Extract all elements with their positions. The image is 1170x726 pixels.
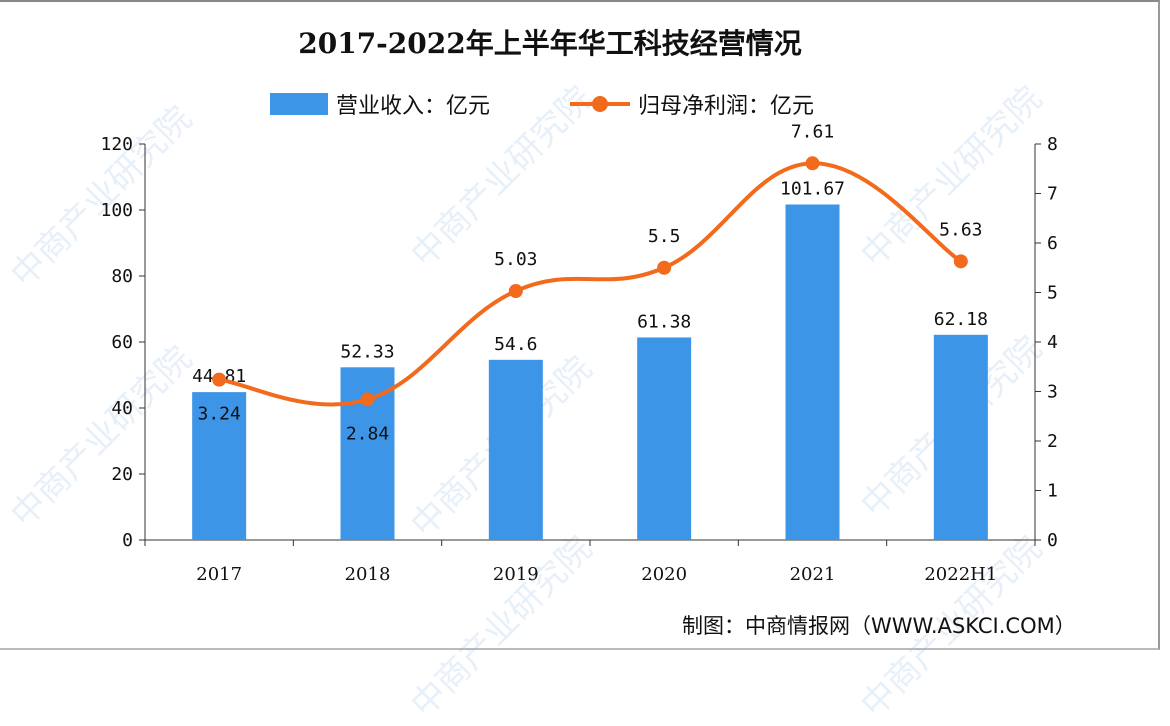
profit-point xyxy=(805,156,820,171)
profit-data-label: 2.84 xyxy=(346,423,389,444)
profit-line xyxy=(218,161,962,407)
x-tick-label: 2022H1 xyxy=(924,564,997,585)
left-tick-label: 100 xyxy=(100,200,133,221)
x-tick-label: 2021 xyxy=(790,564,836,585)
left-tick-label: 20 xyxy=(111,464,133,485)
right-tick-label: 1 xyxy=(1047,481,1058,502)
revenue-data-label: 101.67 xyxy=(780,178,845,199)
x-tick-label: 2020 xyxy=(641,564,687,585)
revenue-data-label: 61.38 xyxy=(637,311,691,332)
legend-bar-swatch xyxy=(270,93,328,115)
profit-data-label: 5.03 xyxy=(494,249,537,270)
right-tick-label: 3 xyxy=(1047,382,1058,403)
profit-point xyxy=(953,254,968,269)
x-tick-label: 2018 xyxy=(345,564,391,585)
chart-frame xyxy=(0,0,1160,650)
revenue-bar xyxy=(637,337,692,540)
right-tick-label: 0 xyxy=(1047,530,1058,551)
right-tick-label: 7 xyxy=(1047,184,1058,205)
x-tick-label: 2017 xyxy=(196,564,242,585)
left-tick-label: 40 xyxy=(111,398,133,419)
right-tick-label: 5 xyxy=(1047,283,1058,304)
left-tick-label: 80 xyxy=(111,266,133,287)
revenue-bar xyxy=(933,334,988,540)
right-tick-label: 4 xyxy=(1047,332,1058,353)
legend-bar-label: 营业收入：亿元 xyxy=(336,94,491,119)
legend-line-swatch xyxy=(570,96,631,112)
revenue-bar xyxy=(785,204,840,540)
profit-point xyxy=(508,284,523,299)
revenue-data-label: 52.33 xyxy=(340,341,394,362)
legend-line-label: 归母净利润：亿元 xyxy=(638,94,815,119)
profit-data-label: 5.5 xyxy=(648,226,681,247)
legend: 营业收入：亿元 归母净利润：亿元 xyxy=(270,88,814,120)
left-tick-label: 0 xyxy=(122,530,133,551)
right-tick-label: 6 xyxy=(1047,233,1058,254)
revenue-data-label: 54.6 xyxy=(494,334,537,355)
profit-point xyxy=(360,392,375,407)
profit-data-label: 5.63 xyxy=(939,219,982,240)
profit-point xyxy=(212,372,227,387)
revenue-data-label: 62.18 xyxy=(934,309,988,330)
chart-title: 2017-2022年上半年华工科技经营情况 xyxy=(298,27,802,60)
left-tick-label: 120 xyxy=(100,134,133,155)
right-tick-label: 8 xyxy=(1047,134,1058,155)
profit-data-label: 7.61 xyxy=(791,121,834,142)
profit-point xyxy=(657,260,672,275)
revenue-bar xyxy=(488,359,543,540)
combo-chart: 0 20 40 60 80 100 120 0 1 2 3 4 5 6 7 8 2017 2018 2019 2020… xyxy=(100,121,1058,585)
profit-data-label: 3.24 xyxy=(197,404,240,425)
revenue-bar xyxy=(192,392,247,540)
left-tick-label: 60 xyxy=(111,332,133,353)
right-tick-label: 2 xyxy=(1047,431,1058,452)
x-tick-label: 2019 xyxy=(493,564,539,585)
source-note: 制图：中商情报网（WWW.ASKCI.COM） xyxy=(682,614,1076,638)
